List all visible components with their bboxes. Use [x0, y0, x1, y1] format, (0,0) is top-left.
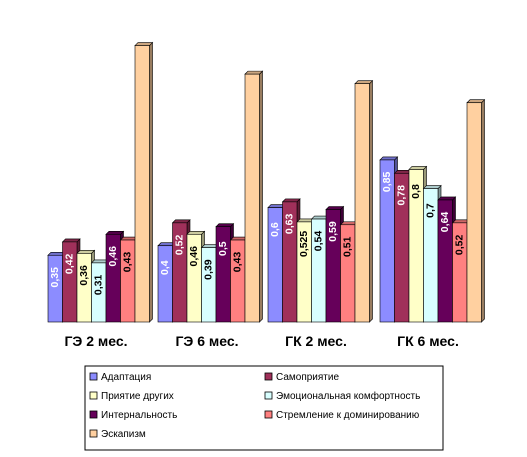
legend-label: Эскапизм	[101, 429, 146, 440]
legend-label: Приятие других	[101, 391, 174, 402]
bar-top	[325, 206, 345, 210]
data-label: 0,64	[439, 212, 451, 233]
bar	[157, 245, 173, 323]
data-label: 0,52	[454, 234, 466, 255]
legend-label: Самоприятие	[276, 372, 339, 383]
bar-top	[134, 42, 154, 46]
legend-item: Интернальность	[89, 410, 177, 421]
data-label: 0,6	[269, 222, 281, 237]
data-label: 0,5	[217, 241, 229, 256]
bar-top	[437, 196, 457, 201]
bar-top	[408, 166, 428, 170]
data-label: 0,63	[284, 214, 296, 235]
bar	[134, 45, 150, 323]
legend-swatch	[89, 429, 98, 438]
bar	[354, 83, 370, 323]
data-label: 0,36	[78, 265, 90, 286]
legend-swatch	[264, 410, 273, 419]
legend-label: Адаптация	[101, 372, 151, 383]
legend-item: Самоприятие	[264, 372, 339, 383]
bar-side	[149, 41, 153, 323]
legend-swatch	[89, 391, 98, 400]
legend-swatch	[89, 372, 98, 381]
category-label: ГК 2 мес.	[285, 333, 347, 349]
bar	[201, 247, 217, 323]
bar-top	[61, 238, 81, 243]
legend-swatch	[89, 410, 98, 419]
data-label: 0,59	[327, 221, 339, 242]
data-label: 0,4	[159, 260, 171, 275]
bar-top	[76, 250, 96, 254]
bar-top	[105, 230, 125, 235]
bar-side	[481, 99, 485, 323]
bar-top	[244, 70, 264, 75]
category-label: ГК 6 мес.	[397, 333, 459, 349]
bar	[466, 102, 482, 323]
bar	[76, 253, 92, 323]
legend: Адаптация Самоприятие Приятие других Эмоцио…	[84, 365, 444, 451]
legend-item: Адаптация	[89, 372, 151, 383]
data-label: 0,52	[174, 234, 186, 255]
legend-label: Интернальность	[101, 410, 177, 421]
bar-side	[259, 70, 263, 323]
bar	[244, 73, 260, 323]
data-label: 0,43	[122, 252, 134, 273]
category-group: 0,40,520,460,390,50,43	[157, 70, 264, 323]
data-label: 0,42	[64, 254, 76, 275]
data-label: 0,51	[342, 236, 354, 257]
data-label: 0,54	[313, 231, 325, 252]
data-label: 0,85	[381, 172, 393, 193]
category-group: 0,6 0,630,525 0,54 0,590,51	[267, 79, 374, 323]
data-label: 0,7	[425, 203, 437, 218]
legend-label: Стремление к доминированию	[276, 410, 420, 421]
bar-top	[186, 230, 206, 235]
data-label: 0,35	[49, 267, 61, 288]
bar-top	[422, 185, 442, 189]
bar-top	[215, 223, 235, 227]
data-label: 0,525	[298, 231, 310, 257]
bar-top	[379, 156, 399, 161]
legend-label: Эмоциональная комфортность	[276, 390, 420, 402]
bar-top	[354, 80, 374, 84]
bar-top	[281, 198, 301, 203]
bar	[215, 226, 231, 323]
legend-item: Стремление к доминированию	[264, 410, 420, 421]
category-group: 0,350,420,36 0,310,46 0,43	[47, 41, 154, 323]
data-label: 0,31	[93, 275, 105, 296]
data-label: 0,46	[188, 246, 200, 267]
bar-top	[171, 219, 191, 224]
legend-item: Приятие других	[89, 391, 174, 402]
category-label: ГЭ 6 мес.	[175, 333, 238, 349]
data-label: 0,8	[410, 184, 422, 199]
legend-item: Эскапизм	[89, 429, 146, 440]
data-label: 0,43	[232, 252, 244, 273]
bar	[47, 254, 63, 323]
category-group: 0,850,78 0,80,70,640,52	[379, 99, 486, 323]
legend-item: Эмоциональная комфортность	[264, 390, 420, 402]
bar-side	[369, 79, 373, 323]
data-label: 0,39	[203, 259, 215, 280]
category-label: ГЭ 2 мес.	[64, 333, 127, 349]
legend-box	[84, 365, 444, 451]
legend-swatch	[264, 372, 273, 381]
bar-top	[466, 99, 486, 104]
data-label: 0,46	[107, 246, 119, 267]
legend-swatch	[264, 391, 273, 400]
data-label: 0,78	[396, 185, 408, 206]
